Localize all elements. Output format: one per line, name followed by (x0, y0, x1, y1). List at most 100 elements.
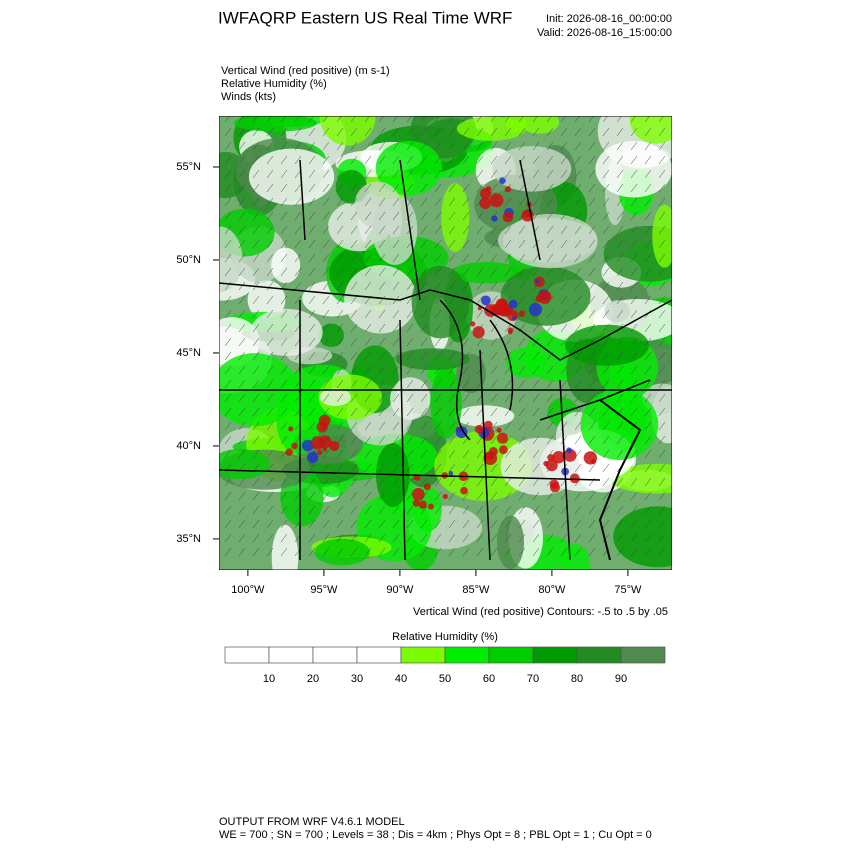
wind-barb (252, 116, 258, 123)
wind-barb (350, 421, 358, 431)
wind-barb (616, 155, 624, 165)
wind-barb (238, 155, 246, 165)
wind-barb (378, 253, 386, 263)
wind-barb (490, 449, 498, 459)
wind-barb (616, 141, 624, 151)
wind-barb (616, 337, 624, 347)
wind-barb (238, 239, 246, 249)
wind-barb (252, 183, 260, 193)
wind-barb (532, 505, 540, 515)
wind-barb (630, 393, 638, 403)
wind-barb (658, 183, 666, 193)
wind-barb (560, 505, 568, 515)
wind-barb (420, 337, 428, 347)
updraft-patch (528, 302, 543, 317)
colorbar-box (488, 646, 534, 664)
updraft-patch (474, 424, 484, 434)
wind-barb (644, 547, 652, 557)
wind-barb (602, 225, 610, 235)
wind-barb (336, 491, 344, 501)
wind-barb (350, 281, 358, 291)
shade-patch (595, 141, 672, 198)
wind-barb (476, 253, 484, 263)
wind-barb (546, 197, 554, 207)
wind-barb (490, 155, 498, 165)
wind-barb (462, 267, 470, 277)
wind-barb (518, 253, 526, 263)
wind-barb (616, 519, 624, 529)
wind-barb (224, 421, 232, 431)
wind-barb (224, 116, 230, 123)
wind-barb (448, 463, 456, 473)
wind-barb (322, 421, 330, 431)
shade-patch (456, 116, 526, 141)
wind-barb (434, 449, 442, 459)
wind-barb (420, 116, 426, 123)
updraft-patch (442, 493, 448, 499)
wind-barb (266, 323, 274, 333)
wind-barb (364, 225, 372, 235)
shade-patch (629, 116, 672, 144)
wind-barb (364, 449, 372, 459)
updraft-patch (535, 279, 540, 284)
colorbar-label: 60 (483, 673, 495, 685)
wind-barb (350, 449, 358, 459)
wind-barb (322, 267, 330, 277)
wind-barb (644, 267, 652, 277)
wind-barb (280, 505, 288, 515)
wind-barb (224, 323, 232, 333)
wind-barb (364, 421, 372, 431)
wind-barb (602, 463, 610, 473)
wind-barb (644, 169, 652, 179)
wind-barb (364, 141, 372, 151)
wind-barb (532, 449, 540, 459)
wind-barb (252, 197, 260, 207)
wind-barb (658, 505, 666, 515)
wind-barb (644, 365, 652, 375)
colorbar-label: 90 (615, 673, 627, 685)
wind-barb (476, 225, 484, 235)
wind-barb (406, 533, 414, 543)
wind-barb (308, 477, 316, 487)
wind-barb (420, 449, 428, 459)
shade-patch (561, 543, 591, 570)
wind-barb (518, 281, 526, 291)
wind-barb (308, 309, 316, 319)
wind-barb (350, 155, 358, 165)
wind-barb (574, 141, 582, 151)
wind-barb (280, 295, 288, 305)
wind-barb (518, 351, 526, 361)
wind-barb (336, 365, 344, 375)
wind-barb (252, 533, 260, 543)
wind-barb (560, 169, 568, 179)
wind-barb (644, 239, 652, 249)
wind-barb (546, 463, 554, 473)
wind-barb (224, 379, 232, 389)
shade-patch (248, 148, 335, 205)
updraft-patch (550, 482, 561, 493)
wind-barb (630, 155, 638, 165)
wind-barb (238, 267, 246, 277)
wind-barb (476, 533, 484, 543)
wind-barb (602, 127, 610, 137)
wind-barb (658, 116, 664, 123)
wind-barb (280, 477, 288, 487)
shade-patch (233, 116, 317, 132)
wind-barb (350, 225, 358, 235)
wind-barb (504, 309, 512, 319)
wind-barb (448, 116, 454, 123)
wind-barb (560, 547, 568, 557)
wind-barb (322, 547, 330, 557)
wind-barb (434, 435, 442, 445)
wind-barb (504, 463, 512, 473)
wind-barb (644, 519, 652, 529)
wind-barb (238, 379, 246, 389)
wind-barb (504, 281, 512, 291)
wind-barb (322, 169, 330, 179)
wind-barb (322, 211, 330, 221)
wind-barb (518, 477, 526, 487)
wind-barb (490, 197, 498, 207)
wind-barb (266, 127, 274, 137)
wind-barb (504, 169, 512, 179)
wind-barb (420, 435, 428, 445)
